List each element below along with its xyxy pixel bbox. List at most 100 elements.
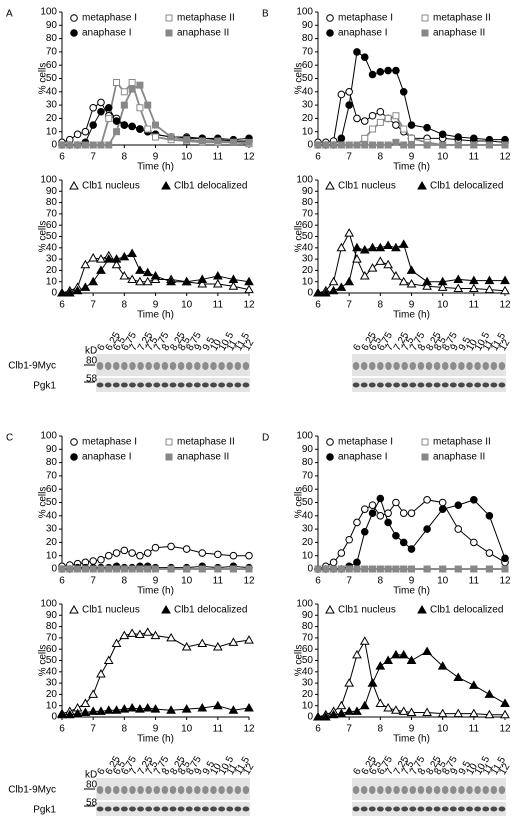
lane-label: 8 [160, 766, 173, 777]
band [112, 806, 120, 812]
marker [400, 565, 408, 573]
x-tick-label: 8 [122, 724, 128, 735]
marker [69, 604, 79, 614]
band [401, 382, 409, 388]
band [474, 382, 482, 388]
marker [408, 134, 415, 142]
lane-label: 8 [160, 342, 173, 353]
marker [128, 549, 136, 557]
y-tick-label: 40 [302, 510, 314, 521]
band [425, 362, 433, 370]
marker [398, 239, 409, 248]
marker [228, 274, 239, 283]
lane-label: 9 [193, 766, 206, 777]
y-tick-label: 90 [46, 20, 58, 31]
marker [361, 565, 369, 573]
y-tick-label: 70 [46, 209, 58, 220]
y-tick-label: 20 [302, 689, 314, 700]
marker [501, 554, 509, 563]
marker [166, 705, 176, 714]
marker [383, 259, 393, 269]
y-tick-label: 70 [302, 471, 314, 482]
x-tick-label: 6 [59, 576, 65, 587]
y-axis-label: % cells [38, 645, 49, 677]
y-tick-label: 20 [302, 265, 314, 276]
marker [352, 649, 362, 659]
legend-label: metaphase II [177, 13, 235, 24]
legend-label: anaphase I [338, 452, 388, 463]
marker [400, 125, 408, 133]
marker [438, 130, 447, 139]
marker [113, 128, 121, 136]
marker [408, 141, 415, 149]
legend-label: metaphase I [82, 13, 137, 24]
marker [120, 101, 128, 109]
y-tick-label: 80 [46, 457, 58, 468]
x-tick-label: 9 [409, 724, 415, 735]
y-tick-label: 70 [46, 47, 58, 58]
marker [325, 180, 335, 190]
band [441, 786, 449, 794]
lane-label: 9 [449, 342, 462, 353]
marker [360, 505, 369, 513]
marker [150, 704, 161, 713]
y-tick-label: 0 [51, 712, 57, 723]
y-tick-label: 80 [302, 457, 314, 468]
marker [103, 705, 114, 714]
marker [150, 271, 161, 280]
legend-box [319, 8, 504, 44]
marker [392, 66, 400, 75]
band [441, 806, 449, 812]
marker [73, 130, 82, 139]
x-tick-label: 6 [315, 300, 321, 311]
marker [344, 276, 355, 286]
marker [384, 114, 392, 122]
marker [330, 141, 338, 149]
legend-box [319, 432, 504, 468]
marker [376, 565, 384, 573]
band [218, 786, 225, 794]
marker [212, 271, 223, 280]
y-tick-label: 80 [302, 197, 314, 208]
lane-label: 8 [416, 766, 429, 777]
marker [376, 118, 384, 126]
band [433, 786, 441, 794]
marker [337, 90, 346, 99]
x-tick-label: 12 [243, 152, 255, 163]
marker [422, 276, 432, 286]
marker [244, 635, 254, 644]
marker [391, 705, 401, 714]
band [129, 382, 136, 388]
x-tick-label: 6 [315, 724, 321, 735]
marker [470, 538, 478, 547]
panel-letter: C [6, 433, 13, 444]
marker [454, 501, 463, 509]
marker [453, 274, 464, 283]
y-tick-label: 100 [40, 175, 57, 186]
marker [166, 276, 176, 286]
marker [392, 531, 400, 540]
band [474, 806, 482, 812]
legend-box [63, 8, 248, 44]
marker [244, 702, 254, 712]
marker [375, 698, 386, 707]
marker [344, 228, 355, 237]
y-tick-label: 90 [46, 444, 58, 455]
x-tick-label: 10 [437, 152, 449, 163]
y-tick-label: 10 [302, 700, 314, 711]
marker [422, 281, 432, 290]
legend-label: anaphase II [177, 28, 229, 39]
x-axis-label: Time (h) [393, 310, 430, 321]
legend-label: anaphase II [433, 28, 485, 39]
marker [119, 251, 130, 261]
lane-label: 6 [351, 342, 364, 353]
marker [336, 708, 347, 718]
y-tick-label: 80 [46, 33, 58, 44]
y-tick-label: 10 [302, 276, 314, 287]
band [385, 382, 392, 388]
x-tick-label: 12 [499, 300, 511, 311]
x-tick-label: 12 [499, 152, 511, 163]
marker [152, 565, 159, 573]
marker [453, 283, 464, 292]
band [226, 806, 234, 812]
